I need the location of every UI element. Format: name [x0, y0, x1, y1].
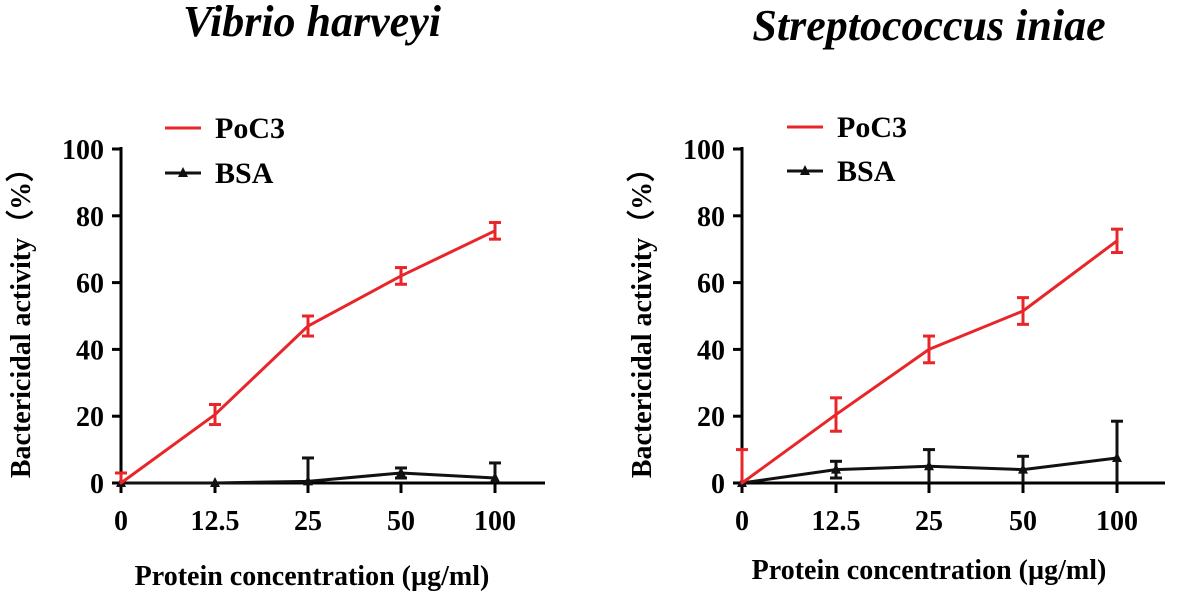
x-tick-label: 50 — [1009, 506, 1037, 537]
series-poc3 — [115, 220, 501, 485]
data-point — [740, 481, 744, 485]
x-tick-label: 0 — [114, 506, 128, 537]
x-tick-label: 12.5 — [812, 506, 861, 537]
x-tick-label: 25 — [915, 506, 943, 537]
data-point — [213, 413, 217, 417]
y-tick-label: 60 — [697, 269, 725, 300]
legend-label: PoC3 — [837, 111, 907, 144]
chart-panel-1: Vibrio harveyi 0 20 40 60 80 100 0 12.5 25 50 100 Pr… — [4, 0, 545, 592]
series-bsa — [116, 456, 501, 487]
y-tick-label: 0 — [90, 469, 104, 500]
x-tick-label: 50 — [387, 506, 415, 537]
legend-marker — [178, 167, 188, 177]
data-point — [831, 463, 841, 474]
data-point — [119, 481, 123, 485]
x-tick-label: 100 — [1096, 506, 1138, 537]
data-point — [1018, 463, 1028, 474]
y-tick-label: 20 — [76, 402, 104, 433]
y-axis-label: Bactericidal activity（%） — [625, 154, 658, 478]
y-tick-label: 80 — [697, 202, 725, 233]
x-tick-label: 12.5 — [191, 506, 240, 537]
series-poc3 — [736, 227, 1123, 485]
data-point — [210, 477, 220, 487]
y-tick-label: 0 — [711, 469, 725, 500]
legend-label: BSA — [215, 157, 274, 190]
legend: PoC3 BSA — [165, 112, 285, 190]
x-axis-label: Protein concentration (µg/ml) — [135, 561, 490, 592]
x-axis-label: Protein concentration (µg/ml) — [752, 555, 1107, 586]
legend-label: BSA — [837, 155, 896, 188]
data-point — [396, 466, 406, 477]
x-tick-label: 100 — [474, 506, 516, 537]
data-point — [399, 274, 403, 278]
legend-label: PoC3 — [215, 112, 285, 145]
data-point — [834, 413, 838, 417]
y-tick-label: 20 — [697, 402, 725, 433]
series-line — [120, 229, 496, 485]
y-tick-label: 100 — [62, 135, 104, 166]
chart-panel-2: Streptococcus iniae 0 20 40 60 80 100 0 12.5 25 50… — [625, 1, 1165, 586]
x-tick-label: 0 — [735, 506, 749, 537]
chart-title: Streptococcus iniae — [752, 1, 1105, 50]
data-point — [1115, 239, 1119, 243]
series-bsa — [737, 419, 1123, 487]
legend: PoC3 BSA — [787, 111, 907, 188]
y-tick-label: 100 — [683, 135, 725, 166]
legend-marker — [800, 165, 810, 175]
data-point — [306, 324, 310, 328]
y-tick-label: 60 — [76, 269, 104, 300]
data-point — [493, 229, 497, 233]
y-tick-label: 80 — [76, 202, 104, 233]
data-point — [1021, 309, 1025, 313]
data-point — [1112, 451, 1122, 462]
data-point — [490, 471, 500, 482]
y-tick-label: 40 — [76, 335, 104, 366]
y-axis-label: Bactericidal activity（%） — [4, 154, 37, 478]
data-point — [927, 347, 931, 351]
x-tick-label: 25 — [294, 506, 322, 537]
chart-title: Vibrio harveyi — [183, 0, 442, 46]
y-tick-label: 40 — [697, 335, 725, 366]
data-point — [924, 460, 934, 471]
data-point — [303, 475, 313, 486]
